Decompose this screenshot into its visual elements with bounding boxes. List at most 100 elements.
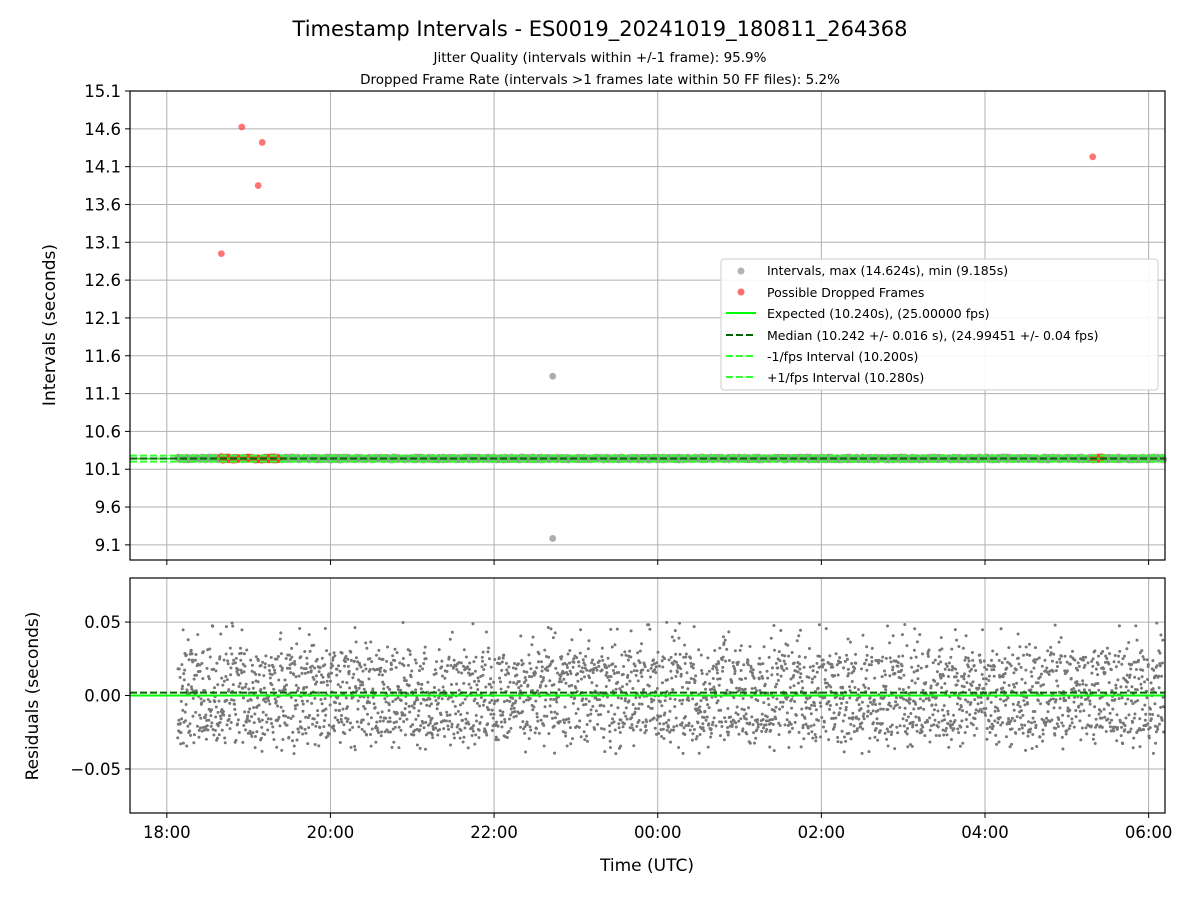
residual-point: [764, 723, 768, 727]
residual-point: [293, 659, 297, 663]
residual-point: [626, 673, 630, 677]
residual-point: [585, 668, 589, 672]
residual-point: [199, 716, 203, 720]
residual-point: [644, 724, 648, 728]
residual-point: [221, 709, 225, 713]
residual-point: [823, 677, 827, 681]
residual-point: [319, 697, 323, 701]
legend-label-expected: Expected (10.240s), (25.00000 fps): [767, 306, 989, 321]
residual-point: [181, 684, 185, 688]
residual-point: [460, 671, 464, 675]
residual-point: [517, 680, 521, 684]
residual-point: [760, 712, 764, 716]
residual-point: [339, 685, 343, 689]
residual-point: [480, 665, 484, 669]
residual-point: [393, 658, 397, 662]
residual-point: [537, 652, 541, 656]
intervals-y-tick-label: 10.1: [84, 460, 121, 479]
residual-point: [773, 709, 777, 713]
residual-point: [348, 686, 352, 690]
residual-point: [752, 676, 756, 680]
residual-point: [787, 654, 791, 658]
residual-point: [539, 675, 543, 679]
residual-point: [267, 699, 271, 703]
residual-point: [345, 705, 349, 709]
residual-point: [832, 711, 836, 715]
residual-point: [738, 648, 742, 652]
residual-point: [755, 728, 759, 732]
residual-point: [836, 740, 840, 744]
residual-point: [535, 712, 539, 716]
residual-point: [816, 686, 820, 690]
residual-point: [622, 665, 626, 669]
residual-point: [577, 660, 581, 664]
residual-point: [565, 744, 569, 748]
residual-point: [525, 670, 529, 674]
residual-point: [182, 672, 186, 676]
residual-point: [740, 677, 744, 681]
residual-point: [584, 654, 588, 658]
residual-point: [841, 686, 845, 690]
residual-point: [782, 659, 786, 663]
residual-point: [249, 658, 253, 662]
residual-point: [337, 720, 341, 724]
residual-point: [345, 681, 349, 685]
residual-point: [744, 712, 748, 716]
residual-point: [548, 679, 552, 683]
residual-point: [409, 675, 413, 679]
residual-point: [293, 662, 297, 666]
residual-point: [194, 653, 198, 657]
residual-point: [225, 723, 229, 727]
residual-point: [210, 721, 214, 725]
residual-point: [201, 650, 205, 654]
residual-point: [680, 721, 684, 725]
residual-point: [600, 727, 603, 730]
residual-point: [305, 656, 309, 660]
residual-point: [415, 743, 419, 747]
residual-point: [681, 751, 685, 755]
residual-point: [519, 725, 523, 729]
residual-point: [739, 717, 743, 721]
residual-point: [579, 628, 583, 632]
residual-point: [450, 725, 454, 729]
residual-point: [477, 679, 481, 683]
residual-point: [487, 657, 491, 661]
residual-point: [765, 715, 769, 719]
residual-point: [230, 652, 234, 656]
dropped-frame-point: [238, 123, 246, 131]
residual-point: [206, 728, 210, 732]
residual-point: [597, 664, 601, 668]
residual-point: [314, 674, 318, 678]
residual-point: [790, 697, 794, 701]
residual-point: [521, 720, 525, 724]
residual-point: [179, 731, 183, 735]
residual-point: [828, 654, 832, 658]
residual-point: [638, 649, 642, 653]
legend: Intervals, max (14.624s), min (9.185s) P…: [720, 258, 1159, 391]
residual-point: [768, 745, 772, 749]
residual-point: [585, 734, 589, 738]
residual-point: [808, 646, 811, 650]
intervals-x-ticks: [166, 560, 1150, 565]
residual-point: [662, 722, 666, 726]
residual-point: [323, 663, 327, 667]
residual-point: [244, 728, 248, 732]
residual-point: [448, 637, 452, 641]
residual-point: [536, 660, 540, 664]
residual-point: [616, 706, 620, 710]
residual-point: [191, 696, 195, 700]
residual-point: [761, 662, 765, 666]
residual-point: [294, 698, 298, 702]
residual-point: [176, 736, 180, 740]
residual-point: [615, 627, 619, 631]
residual-point: [527, 737, 531, 741]
residual-point: [373, 706, 377, 710]
residual-point: [630, 723, 634, 727]
residual-point: [487, 646, 491, 650]
residual-point: [625, 717, 629, 721]
residual-point: [778, 707, 782, 711]
residual-point: [327, 675, 331, 679]
residual-point: [357, 686, 361, 690]
residual-point: [659, 714, 663, 718]
residual-point: [348, 728, 352, 732]
